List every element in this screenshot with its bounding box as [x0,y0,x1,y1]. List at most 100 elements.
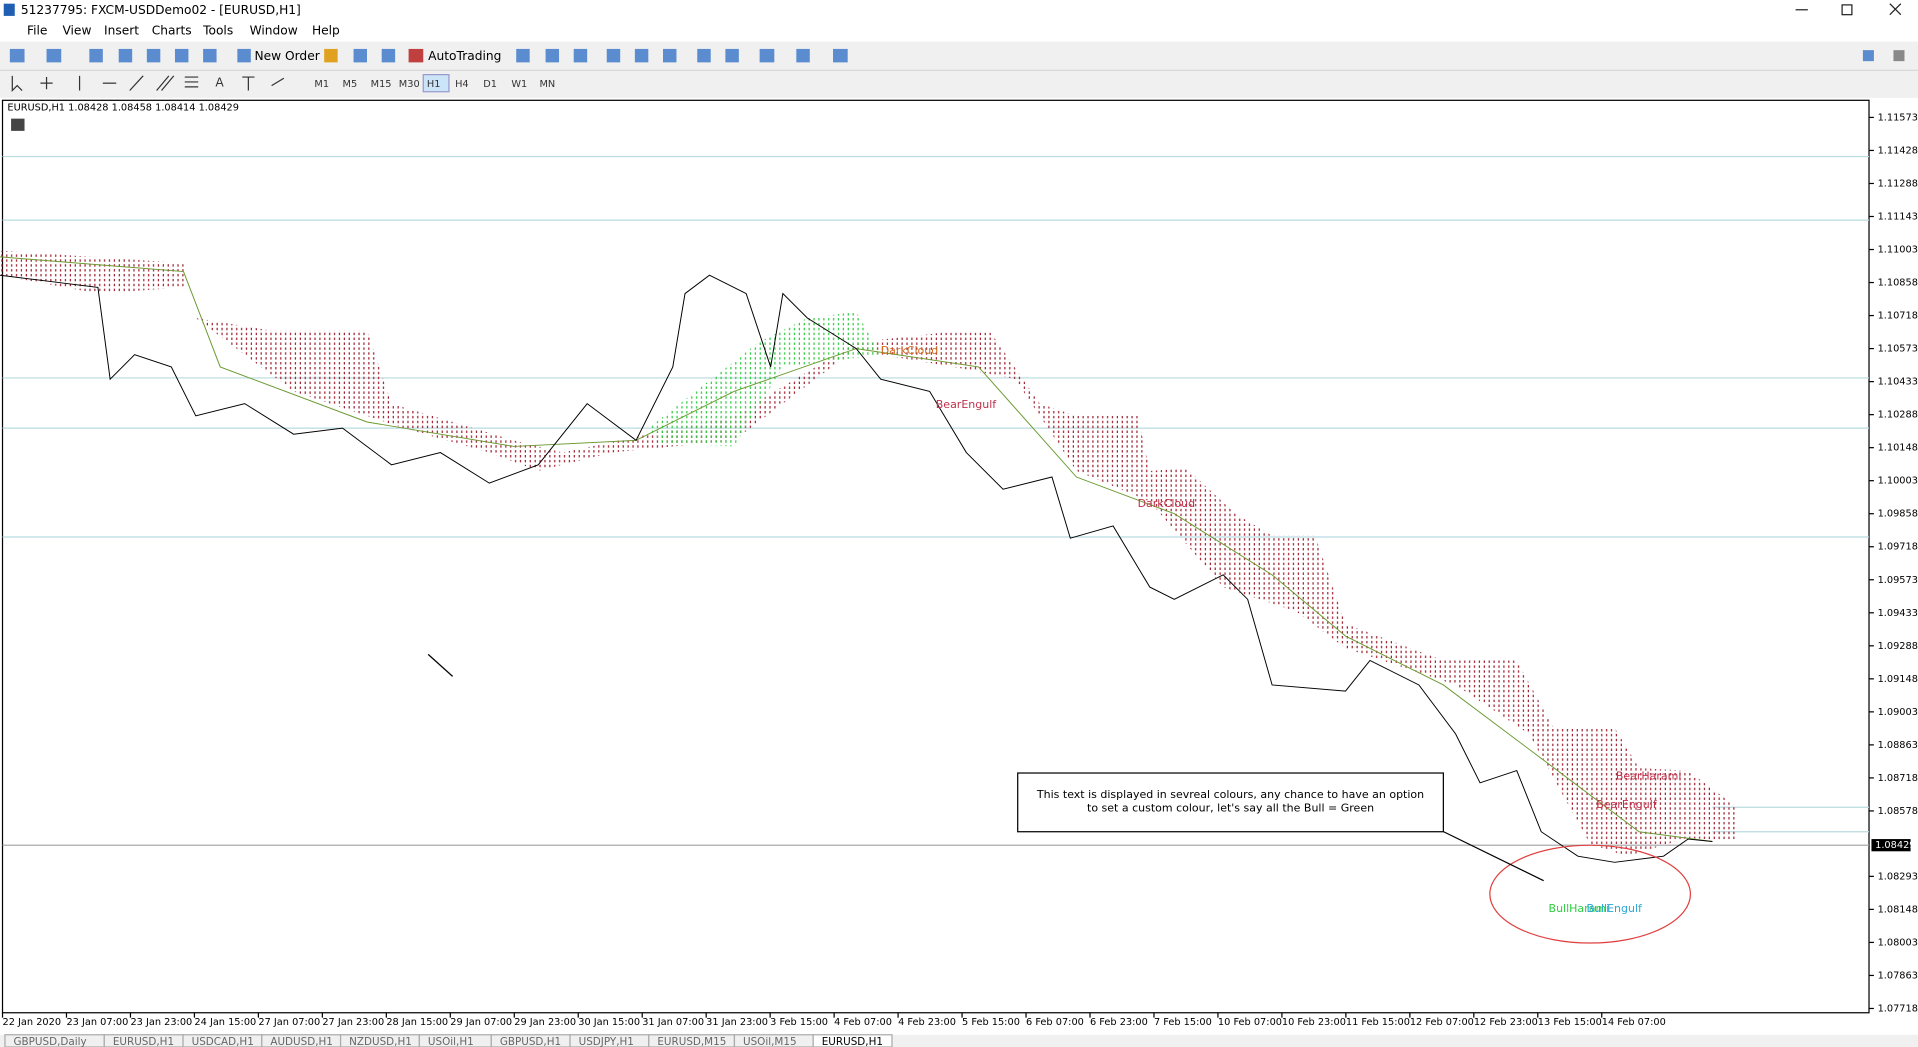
drawing-tools[interactable] [11,75,285,92]
time-label: 4 Feb 23:00 [898,1017,956,1028]
highlight-ellipse [1489,844,1692,944]
tab-label[interactable]: GBPUSD,H1 [500,1036,561,1047]
menu-item[interactable]: Tools [202,24,233,38]
timeframe-button[interactable]: H1 [427,79,441,90]
price-label: 1.07718 [1878,1003,1918,1014]
price-label: 1.09858 [1878,509,1918,520]
price-label: 1.10433 [1878,377,1918,388]
price-label: 1.10148 [1878,443,1918,454]
price-label: 1.09718 [1878,542,1918,553]
price-label: 1.10573 [1878,344,1918,355]
ichimoku-cloud-bull [648,311,881,447]
timeframe-button[interactable]: H4 [455,79,469,90]
chart-header: EURUSD,H1 1.08428 1.08458 1.08414 1.0842… [7,103,239,114]
pointer-arrow [1430,825,1544,882]
time-label: 22 Jan 2020 [3,1017,62,1028]
time-label: 12 Feb 23:00 [1474,1017,1538,1028]
window-controls[interactable] [1795,3,1902,16]
timeframe-button[interactable]: M1 [314,79,329,90]
pattern-label: DarkCloud [1138,497,1196,510]
chart-collapse-button[interactable] [11,118,25,131]
price-line [0,274,1713,863]
menu-item[interactable]: Insert [104,24,139,38]
price-label: 1.11288 [1878,178,1918,189]
timeframe-button[interactable]: MN [539,79,555,90]
time-label: 3 Feb 15:00 [770,1017,828,1028]
current-price-box [1871,839,1911,852]
time-label: 29 Jan 07:00 [450,1017,512,1028]
price-label: 1.11428 [1878,145,1918,156]
time-label: 12 Feb 07:00 [1410,1017,1474,1028]
time-label: 14 Feb 07:00 [1602,1017,1666,1028]
time-label: 5 Feb 15:00 [962,1017,1020,1028]
time-label: 23 Jan 23:00 [130,1017,192,1028]
price-label: 1.10718 [1878,311,1918,322]
time-label: 31 Jan 23:00 [706,1017,768,1028]
pattern-label: BearEngulf [1596,798,1658,811]
menu-item[interactable]: File [27,24,47,38]
time-label: 28 Jan 15:00 [386,1017,448,1028]
pattern-label: BullHarami [1549,902,1610,915]
pattern-label: DarkCloud [881,344,939,357]
price-label: 1.08863 [1878,740,1918,751]
time-label: 27 Jan 23:00 [322,1017,384,1028]
stray-arrow [427,653,454,677]
tab-label[interactable]: GBPUSD,Daily [14,1036,87,1047]
tab-label[interactable]: AUDUSD,H1 [270,1036,333,1047]
ichimoku-cloud-left [0,250,184,294]
toolbar-icons[interactable] [9,48,1905,63]
tab-active[interactable] [812,1034,893,1047]
kijun-line [0,256,1713,842]
tab-label[interactable]: USOil,H1 [428,1036,474,1047]
price-label: 1.09288 [1878,641,1918,652]
pattern-label: BearEngulf [936,398,998,411]
timeframe-button[interactable]: M30 [399,79,420,90]
time-label: 13 Feb 15:00 [1538,1017,1602,1028]
price-label: 1.08293 [1878,871,1918,882]
price-label: 1.09433 [1878,608,1918,619]
timeframe-active [422,73,450,93]
menu-item[interactable]: Charts [152,24,192,38]
time-label: 29 Jan 23:00 [514,1017,576,1028]
time-label: 6 Feb 07:00 [1026,1017,1084,1028]
tab-label[interactable]: USOil,M15 [743,1036,797,1047]
timeframe-button[interactable]: M15 [371,79,392,90]
tab-label[interactable]: EURUSD,H1 [113,1036,174,1047]
price-label: 1.08718 [1878,773,1918,784]
menu-item[interactable]: Window [250,24,298,38]
price-label: 1.10288 [1878,410,1918,421]
tab-label[interactable]: NZDUSD,H1 [349,1036,412,1047]
auto-trading-button[interactable]: AutoTrading [428,49,501,63]
time-label: 24 Jan 15:00 [194,1017,256,1028]
annotation-text: to set a custom colour, let's say all th… [1087,801,1374,814]
tab-label[interactable]: USDCAD,H1 [192,1036,254,1047]
tab-label[interactable]: USDJPY,H1 [579,1036,634,1047]
menu-item[interactable]: View [62,24,91,38]
text-tool[interactable]: A [215,76,224,90]
time-label: 23 Jan 07:00 [66,1017,128,1028]
pattern-label: BearHarami [1616,770,1682,783]
time-label: 10 Feb 07:00 [1218,1017,1282,1028]
time-label: 30 Jan 15:00 [578,1017,640,1028]
price-label: 1.09003 [1878,707,1918,718]
timeframe-button[interactable]: M5 [343,79,358,90]
price-label: 1.10003 [1878,476,1918,487]
menu-item[interactable]: Help [312,24,340,38]
price-label: 1.11003 [1878,245,1918,256]
menu-bar [0,19,1918,42]
price-label: 1.11573 [1878,112,1918,123]
ichimoku-cloud-bear [183,266,1737,857]
price-label: 1.09573 [1878,575,1918,586]
pattern-label: BullEngulf [1586,902,1643,915]
time-label: 4 Feb 07:00 [834,1017,892,1028]
price-label: 1.11143 [1878,211,1918,222]
tab-label[interactable]: EURUSD,M15 [657,1036,726,1047]
new-order-button[interactable]: New Order [254,49,320,63]
current-price: 1.08429 [1875,840,1915,851]
timeframe-button[interactable]: D1 [483,79,497,90]
timeframe-button[interactable]: W1 [511,79,527,90]
tab-label[interactable]: EURUSD,H1 [822,1036,883,1047]
annotation-box [1017,772,1444,833]
